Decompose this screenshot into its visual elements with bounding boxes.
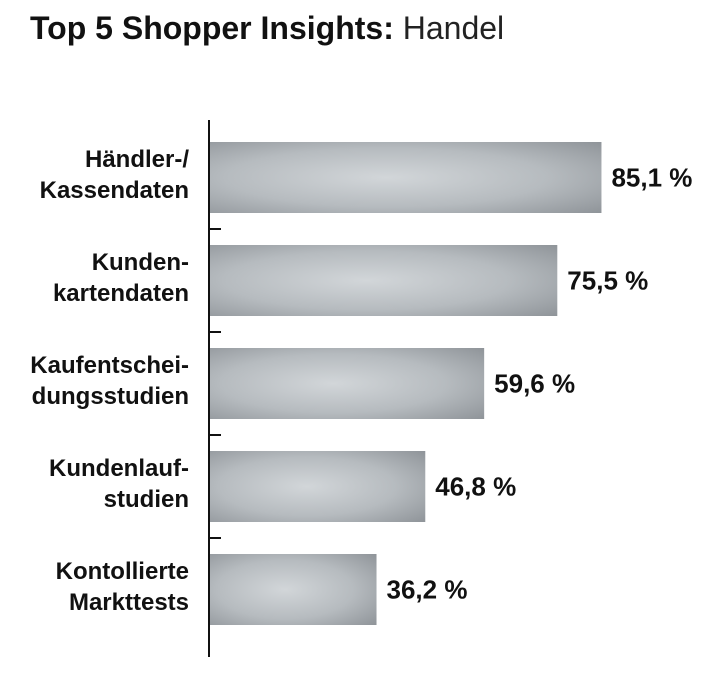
bar-value-label: 75,5 %: [567, 266, 648, 296]
bar: [210, 348, 485, 419]
category-label: Kundenlauf-studien: [49, 455, 189, 513]
chart-title-sub: Handel: [402, 10, 505, 46]
bar: [210, 142, 602, 213]
bar-value-label: 36,2 %: [387, 575, 468, 605]
bar-value-label: 46,8 %: [435, 472, 516, 502]
bar-value-label: 85,1 %: [611, 163, 692, 193]
chart-title: Top 5 Shopper Insights: Handel: [30, 10, 504, 47]
bar-value-label: 59,6 %: [494, 369, 575, 399]
chart-title-main: Top 5 Shopper Insights:: [30, 10, 394, 46]
bar: [210, 245, 558, 316]
bar: [210, 451, 426, 522]
bar: [210, 554, 377, 625]
category-label: Kontollierte Markttests: [56, 558, 189, 616]
category-label: Händler-/Kassendaten: [40, 146, 190, 204]
category-label: Kunden-kartendaten: [53, 249, 189, 307]
category-label: Kaufentschei-dungsstudien: [30, 352, 189, 410]
